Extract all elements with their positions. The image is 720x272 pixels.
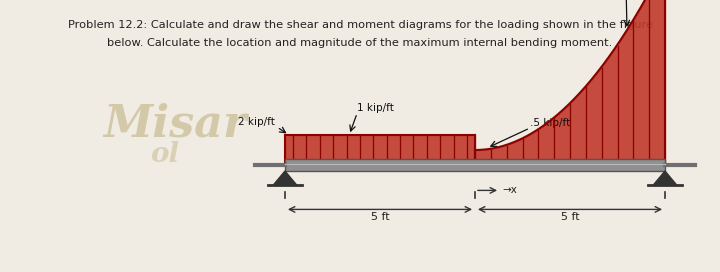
Text: 2 kip/ft: 2 kip/ft (238, 117, 275, 127)
Text: Problem 12.2: Calculate and draw the shear and moment diagrams for the loading s: Problem 12.2: Calculate and draw the she… (68, 20, 652, 30)
Text: 5 ft: 5 ft (371, 212, 390, 222)
Text: →x: →x (502, 186, 517, 195)
Text: below. Calculate the location and magnitude of the maximum internal bending mome: below. Calculate the location and magnit… (107, 38, 613, 48)
Text: ol: ol (150, 141, 179, 168)
Text: 1 kip/ft: 1 kip/ft (357, 103, 394, 113)
Bar (285, 159, 665, 171)
Text: .5 kip/ft: .5 kip/ft (530, 118, 570, 128)
Text: 5 ft: 5 ft (561, 212, 580, 222)
Text: Misar: Misar (103, 103, 247, 146)
Polygon shape (273, 171, 297, 186)
Polygon shape (653, 171, 677, 186)
